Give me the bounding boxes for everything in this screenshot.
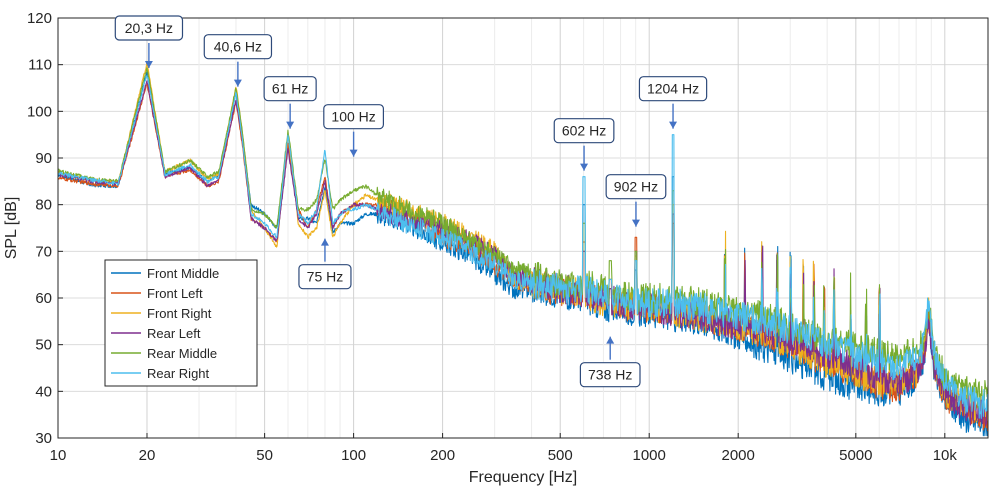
x-tick-label: 10k — [933, 447, 958, 464]
annotations: 20,3 Hz 40,6 Hz 61 Hz 100 Hz 75 Hz 602 Hz 902 … — [114, 15, 708, 388]
y-tick-label: 40 — [35, 383, 52, 400]
annotation-arrow-head — [669, 121, 678, 129]
series-line-rear-right — [57, 75, 989, 419]
annotation-label: 20,3 Hz — [125, 20, 173, 36]
legend-label: Front Left — [147, 286, 203, 301]
annotation-box — [638, 76, 708, 102]
legend-label: Front Middle — [147, 266, 219, 281]
y-tick-label: 30 — [35, 430, 52, 447]
annotation: 602 Hz — [553, 118, 615, 171]
y-tick-label: 60 — [35, 290, 52, 307]
annotation-arrow-head — [349, 149, 358, 157]
y-tick-label: 110 — [28, 57, 52, 74]
annotation: 40,6 Hz — [203, 34, 273, 87]
y-tick-label: 80 — [35, 197, 52, 214]
annotation-arrow-head — [286, 121, 295, 129]
annotation: 20,3 Hz — [114, 15, 184, 68]
legend-label: Rear Right — [147, 366, 210, 381]
y-tick-label: 100 — [27, 103, 52, 120]
annotation-label: 75 Hz — [307, 269, 344, 285]
annotation-arrow-head — [631, 219, 640, 227]
y-tick-label: 120 — [27, 10, 52, 27]
x-tick-label: 2000 — [722, 447, 755, 464]
y-tick-label: 50 — [35, 337, 52, 354]
annotation-box — [579, 362, 641, 388]
series-layer — [57, 60, 989, 437]
annotation-box — [114, 15, 184, 41]
annotation-box — [203, 34, 273, 60]
annotation-arrow-head — [320, 238, 329, 246]
x-tick-label: 1000 — [633, 447, 666, 464]
plot-frame — [57, 17, 989, 439]
annotation: 75 Hz — [298, 238, 352, 290]
x-tick-label: 5000 — [839, 447, 872, 464]
annotation-label: 602 Hz — [562, 123, 606, 139]
annotation-label: 100 Hz — [331, 109, 375, 125]
legend: Front Middle Front Left Front Right Rear Le… — [104, 259, 258, 387]
annotation-arrow-head — [580, 163, 589, 171]
annotation-arrow-head — [233, 79, 242, 87]
x-tick-label: 200 — [430, 447, 455, 464]
annotation-label: 61 Hz — [272, 81, 309, 97]
y-tick-label: 90 — [35, 150, 52, 167]
annotation-box — [298, 264, 352, 290]
x-axis-label: Frequency [Hz] — [469, 469, 577, 486]
annotation: 100 Hz — [323, 104, 385, 157]
legend-label: Front Right — [147, 306, 212, 321]
x-tick-label: 50 — [256, 447, 273, 464]
y-tick-label: 70 — [35, 243, 52, 260]
annotation: 738 Hz — [579, 336, 641, 388]
annotation-box — [553, 118, 615, 144]
annotation-label: 902 Hz — [614, 179, 658, 195]
annotation-box — [323, 104, 385, 130]
x-tick-label: 10 — [50, 447, 67, 464]
x-tick-label: 500 — [548, 447, 573, 464]
annotation: 1204 Hz — [638, 76, 708, 129]
annotation-box — [605, 174, 667, 200]
annotation: 61 Hz — [263, 76, 317, 129]
annotation-label: 1204 Hz — [647, 81, 699, 97]
x-tick-label: 20 — [139, 447, 156, 464]
annotation: 902 Hz — [605, 174, 667, 227]
annotation-arrow-head — [144, 61, 153, 68]
annotation-arrow-head — [606, 336, 615, 344]
axis-ticks: 10 20 50 100 200 500 1000 2000 5000 10k 30 40 50 60 70… — [27, 10, 957, 464]
y-axis-label: SPL [dB] — [3, 197, 20, 260]
annotation-box — [263, 76, 317, 102]
annotation-label: 40,6 Hz — [214, 39, 262, 55]
legend-box — [104, 259, 258, 387]
x-tick-label: 100 — [341, 447, 366, 464]
annotation-label: 738 Hz — [588, 367, 632, 383]
legend-label: Rear Middle — [147, 346, 217, 361]
legend-label: Rear Left — [147, 326, 201, 341]
